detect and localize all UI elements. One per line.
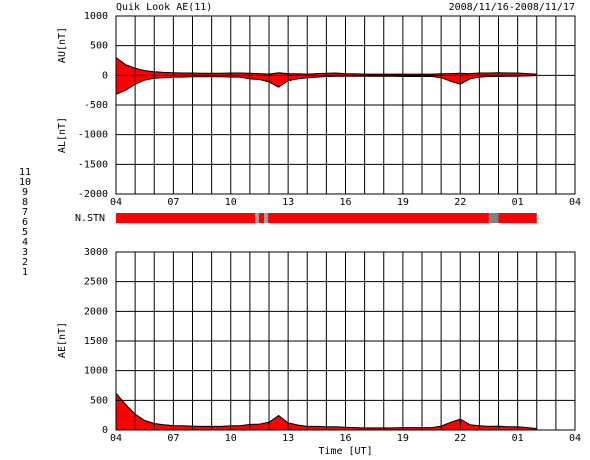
x-tick-label: 01 (512, 197, 524, 208)
y-tick-label: 1000 (84, 366, 108, 377)
area-fill (116, 75, 537, 95)
plot-frame (115, 251, 576, 431)
station-segment (255, 213, 259, 223)
x-tick-label: 13 (282, 433, 294, 444)
station-number: 1 (22, 267, 28, 278)
x-tick-label: 22 (454, 197, 466, 208)
y-tick-label: -2000 (78, 189, 108, 200)
station-segment (268, 213, 489, 223)
station-number: 3 (22, 247, 28, 258)
x-tick-label: 07 (167, 197, 179, 208)
y-tick-label: -1000 (78, 130, 108, 141)
x-axis-label: Time [UT] (318, 446, 372, 457)
station-segment (264, 213, 269, 223)
x-tick-label: 04 (569, 433, 581, 444)
chart-title: Quik Look AE(11) (116, 2, 212, 13)
station-number: 2 (22, 257, 28, 268)
x-tick-label: 07 (167, 433, 179, 444)
x-tick-label: 04 (110, 433, 122, 444)
y-tick-label: 500 (90, 395, 108, 406)
area-fill (116, 57, 537, 76)
x-tick-label: 04 (110, 197, 122, 208)
station-number: 9 (22, 187, 28, 198)
y-axis-label: AU[nT] (57, 27, 68, 63)
y-axis-label: AL[nT] (57, 117, 68, 153)
y-tick-label: 0 (102, 70, 108, 81)
y-tick-label: 1000 (84, 11, 108, 22)
x-tick-label: 10 (225, 433, 237, 444)
station-number: 7 (22, 207, 28, 218)
y-tick-label: -1500 (78, 159, 108, 170)
x-tick-label: 16 (339, 197, 351, 208)
x-tick-label: 04 (569, 197, 581, 208)
y-tick-label: 0 (102, 425, 108, 436)
y-axis-label: AE[nT] (57, 322, 68, 358)
station-number: 5 (22, 227, 28, 238)
y-tick-label: 2000 (84, 306, 108, 317)
y-tick-label: 3000 (84, 247, 108, 258)
y-tick-label: 1500 (84, 336, 108, 347)
station-number: 6 (22, 217, 28, 228)
x-tick-label: 13 (282, 197, 294, 208)
x-tick-label: 16 (339, 433, 351, 444)
y-tick-label: 500 (90, 41, 108, 52)
date-range: 2008/11/16-2008/11/17 (449, 2, 575, 13)
x-tick-label: 01 (512, 433, 524, 444)
x-tick-label: 22 (454, 433, 466, 444)
station-number: 11 (19, 167, 31, 178)
station-label: N.STN (75, 213, 105, 224)
station-segment (116, 213, 256, 223)
station-segment (258, 213, 265, 223)
station-number: 10 (19, 177, 31, 188)
plot-frame (115, 15, 576, 195)
y-tick-label: -500 (84, 100, 108, 111)
station-segment (488, 213, 499, 223)
x-tick-label: 19 (397, 433, 409, 444)
station-number: 8 (22, 197, 28, 208)
station-number: 4 (22, 237, 28, 248)
x-tick-label: 19 (397, 197, 409, 208)
x-tick-label: 10 (225, 197, 237, 208)
y-tick-label: 2500 (84, 277, 108, 288)
station-segment (498, 213, 537, 223)
